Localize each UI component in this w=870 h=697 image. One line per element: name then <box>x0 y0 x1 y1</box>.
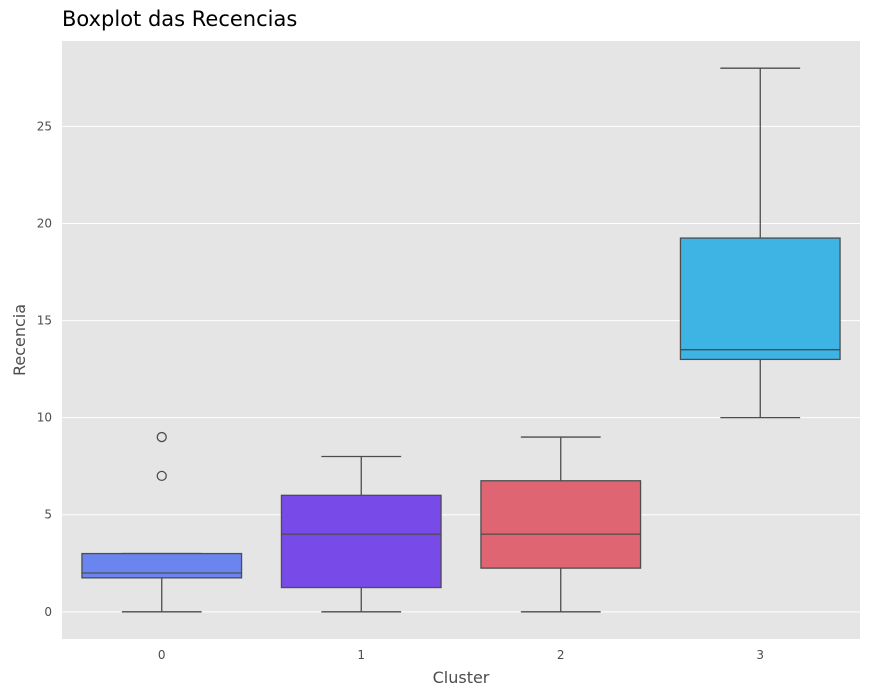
iqr-box <box>280 494 442 589</box>
x-axis-title: Cluster <box>433 668 490 687</box>
box-cluster-0 <box>81 431 243 613</box>
x-tick-labels: 0 1 2 3 <box>158 648 764 662</box>
iqr-box <box>679 237 841 361</box>
y-tick-label: 0 <box>44 605 52 619</box>
box-cluster-2 <box>480 436 642 613</box>
y-tick-label: 10 <box>37 411 52 425</box>
x-tick-label: 0 <box>158 648 166 662</box>
outlier-point <box>156 431 167 443</box>
boxes-layer <box>81 67 841 613</box>
y-tick-label: 25 <box>37 119 52 133</box>
y-tick-label: 5 <box>44 508 52 522</box>
x-tick-label: 2 <box>557 648 565 662</box>
y-tick-label: 15 <box>37 314 52 328</box>
chart-title: Boxplot das Recencias <box>62 7 297 31</box>
iqr-box <box>480 480 642 569</box>
box-cluster-1 <box>280 455 442 613</box>
outlier-point <box>156 470 167 482</box>
y-axis-title: Recencia <box>10 304 29 376</box>
x-tick-label: 3 <box>756 648 764 662</box>
y-tick-labels: 0 5 10 15 20 25 <box>37 119 52 618</box>
box-cluster-3 <box>679 67 841 419</box>
iqr-box <box>81 552 243 579</box>
x-tick-label: 1 <box>357 648 365 662</box>
y-tick-label: 20 <box>37 217 52 231</box>
